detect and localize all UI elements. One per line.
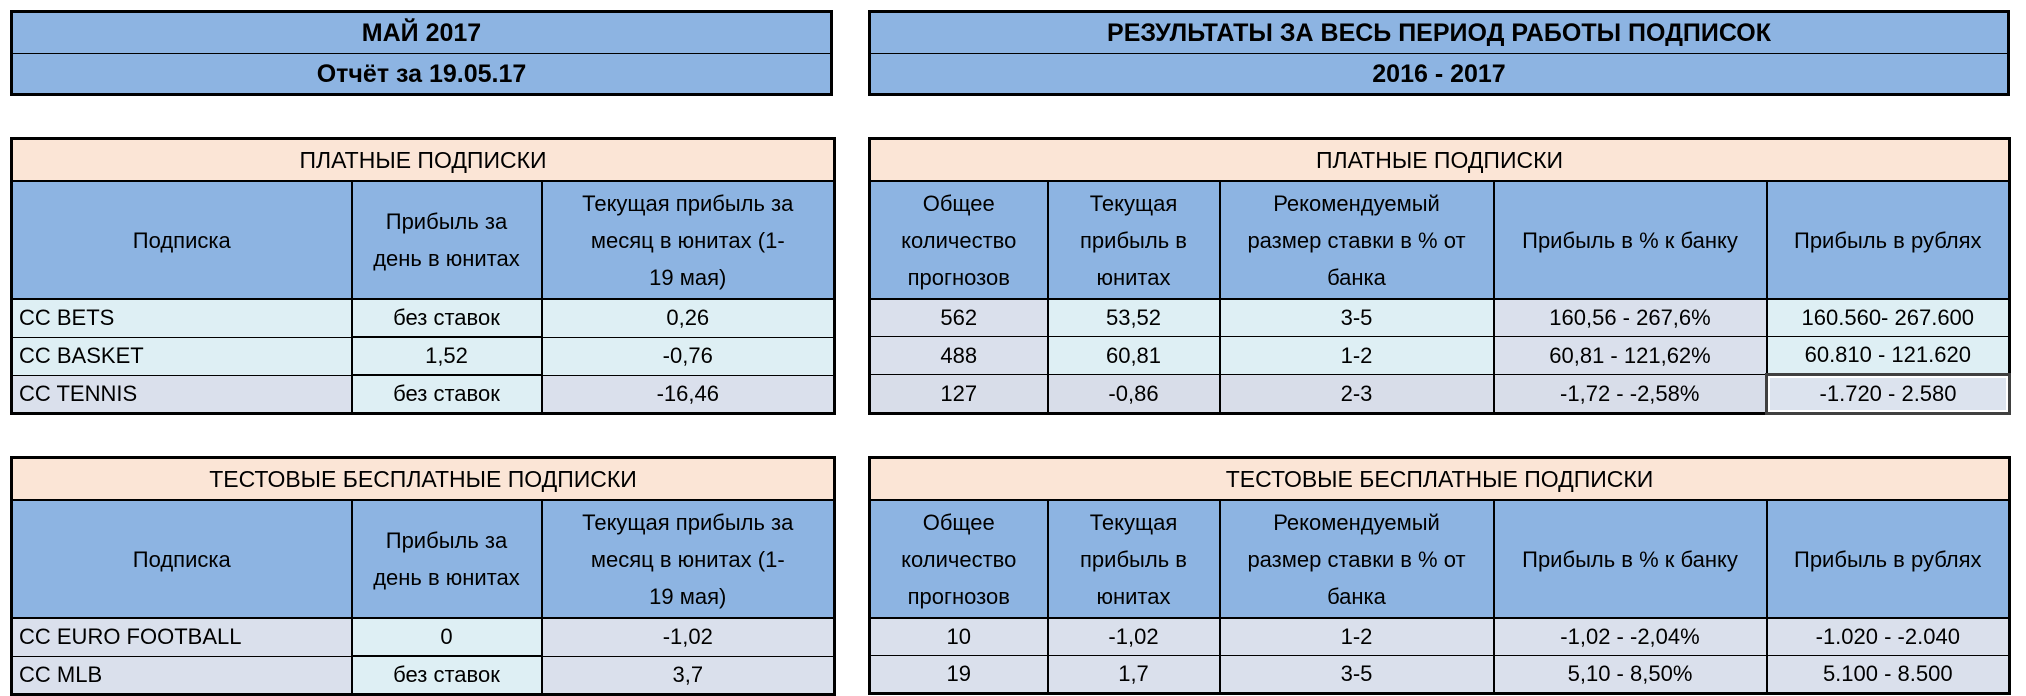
table-row: CC BETS без ставок 0,26 [10,298,836,338]
table-cell[interactable]: без ставок [350,655,543,696]
table-cell[interactable]: -1,02 [1046,617,1221,656]
table-cell[interactable]: CC BASKET [10,336,353,376]
table-cell[interactable]: 127 [868,374,1049,414]
table-cell[interactable]: 562 [868,298,1049,337]
table-cell[interactable]: 53,52 [1046,298,1221,337]
column-header: Рекомендуемый размер ставки в % от банка [1218,180,1495,300]
table-cell[interactable]: без ставок [350,374,543,415]
alltime-banner-title: РЕЗУЛЬТАТЫ ЗА ВЕСЬ ПЕРИОД РАБОТЫ ПОДПИСО… [871,13,2007,54]
column-header: Текущая прибыль за месяц в юнитах (1- 19… [540,499,836,619]
section-title: ТЕСТОВЫЕ БЕСПЛАТНЫЕ ПОДПИСКИ [10,456,836,501]
column-header: Прибыль в % к банку [1492,499,1768,619]
table-cell[interactable]: -1,02 [540,617,836,657]
table-cell[interactable]: 1-2 [1218,617,1495,656]
column-header: Рекомендуемый размер ставки в % от банка [1218,499,1495,619]
table-cell[interactable]: 60.810 - 121.620 [1765,336,2011,375]
table-cell[interactable]: 3,7 [540,655,836,695]
table-cell[interactable]: 1,52 [350,336,543,376]
column-header: Общее количество прогнозов [868,499,1049,619]
table-row: CC EURO FOOTBALL 0 -1,02 [10,617,836,657]
monthly-banner: МАЙ 2017 Отчёт за 19.05.17 [10,10,833,96]
table-cell[interactable]: 160.560- 267.600 [1765,298,2011,337]
column-header: Прибыль в рублях [1765,499,2011,619]
table-row: CC BASKET 1,52 -0,76 [10,336,836,376]
table-row: CC TENNIS без ставок -16,46 [10,374,836,415]
table-cell[interactable]: -1.020 - -2.040 [1765,617,2011,656]
column-header: Подписка [10,499,353,619]
alltime-banner-subtitle: 2016 - 2017 [1372,60,1506,88]
table-cell[interactable]: 160,56 - 267,6% [1492,298,1768,337]
table-cell[interactable]: -0,76 [540,336,836,376]
table-cell[interactable]: 488 [868,336,1049,375]
test-free-subscriptions-monthly-table: ТЕСТОВЫЕ БЕСПЛАТНЫЕ ПОДПИСКИ Подписка Приб… [10,456,837,696]
column-header: Прибыль в рублях [1765,180,2011,300]
monthly-report-panel: МАЙ 2017 Отчёт за 19.05.17 ПЛАТНЫЕ ПОДПИ… [10,10,837,696]
table-row: 127 -0,86 2-3 -1,72 - -2,58% -1.720 - 2.580 [868,373,2012,415]
table-row: 488 60,81 1-2 60,81 - 121,62% 60.810 - 121.6… [868,336,2011,375]
table-cell[interactable]: -16,46 [540,374,836,414]
table-row: 10 -1,02 1-2 -1,02 - -2,04% -1.020 - -2.040 [868,617,2011,656]
table-cell[interactable]: -1,72 - -2,58% [1492,374,1768,414]
table-cell[interactable]: CC TENNIS [10,374,353,414]
paid-subscriptions-monthly-table: ПЛАТНЫЕ ПОДПИСКИ Подписка Прибыль за день … [10,137,837,415]
table-cell[interactable]: 5.100 - 8.500 [1765,655,2011,694]
table-cell[interactable]: 1-2 [1218,336,1495,375]
column-header: Текущая прибыль в юнитах [1046,499,1221,619]
table-cell[interactable]: 5,10 - 8,50% [1492,655,1768,694]
table-row: CC MLB без ставок 3,7 [10,655,836,696]
table-cell[interactable]: 19 [868,655,1049,694]
table-cell[interactable]: CC EURO FOOTBALL [10,617,353,657]
table-row: 562 53,52 3-5 160,56 - 267,6% 160.560- 267.6… [868,298,2011,337]
column-header: Прибыль за день в юнитах [350,180,543,300]
column-header: Прибыль за день в юнитах [350,499,543,619]
table-cell[interactable]: -1,02 - -2,04% [1492,617,1768,656]
table-cell[interactable]: 60,81 [1046,336,1221,375]
table-cell[interactable]: CC MLB [10,655,353,695]
monthly-banner-title: МАЙ 2017 [13,13,830,54]
column-header: Общее количество прогнозов [868,180,1049,300]
section-title: ТЕСТОВЫЕ БЕСПЛАТНЫЕ ПОДПИСКИ [868,456,2011,501]
table-cell[interactable]: 2-3 [1218,374,1495,414]
paid-subscriptions-alltime-table: ПЛАТНЫЕ ПОДПИСКИ Общее количество прогноз… [868,137,2012,415]
table-cell[interactable]: 10 [868,617,1049,656]
column-header: Текущая прибыль за месяц в юнитах (1- 19… [540,180,836,300]
column-header: Подписка [10,180,353,300]
column-header: Текущая прибыль в юнитах [1046,180,1221,300]
selected-cell[interactable]: -1.720 - 2.580 [1764,373,2012,415]
table-cell[interactable]: без ставок [350,298,543,338]
column-header: Прибыль в % к банку [1492,180,1768,300]
table-cell[interactable]: 0,26 [540,298,836,338]
table-cell[interactable]: -0,86 [1046,374,1221,414]
section-title: ПЛАТНЫЕ ПОДПИСКИ [868,137,2011,182]
monthly-banner-subtitle: Отчёт за 19.05.17 [316,60,527,88]
table-cell[interactable]: 0 [350,617,543,657]
alltime-banner: РЕЗУЛЬТАТЫ ЗА ВЕСЬ ПЕРИОД РАБОТЫ ПОДПИСО… [868,10,2010,96]
table-cell[interactable]: 1,7 [1046,655,1221,694]
table-cell[interactable]: 60,81 - 121,62% [1492,336,1768,375]
table-cell[interactable]: 3-5 [1218,655,1495,694]
table-cell[interactable]: CC BETS [10,298,353,338]
section-title: ПЛАТНЫЕ ПОДПИСКИ [10,137,836,182]
test-free-subscriptions-alltime-table: ТЕСТОВЫЕ БЕСПЛАТНЫЕ ПОДПИСКИ Общее количе… [868,456,2012,695]
table-row: 19 1,7 3-5 5,10 - 8,50% 5.100 - 8.500 [868,655,2011,694]
alltime-results-panel: РЕЗУЛЬТАТЫ ЗА ВЕСЬ ПЕРИОД РАБОТЫ ПОДПИСО… [868,10,2012,695]
table-cell[interactable]: 3-5 [1218,298,1495,337]
